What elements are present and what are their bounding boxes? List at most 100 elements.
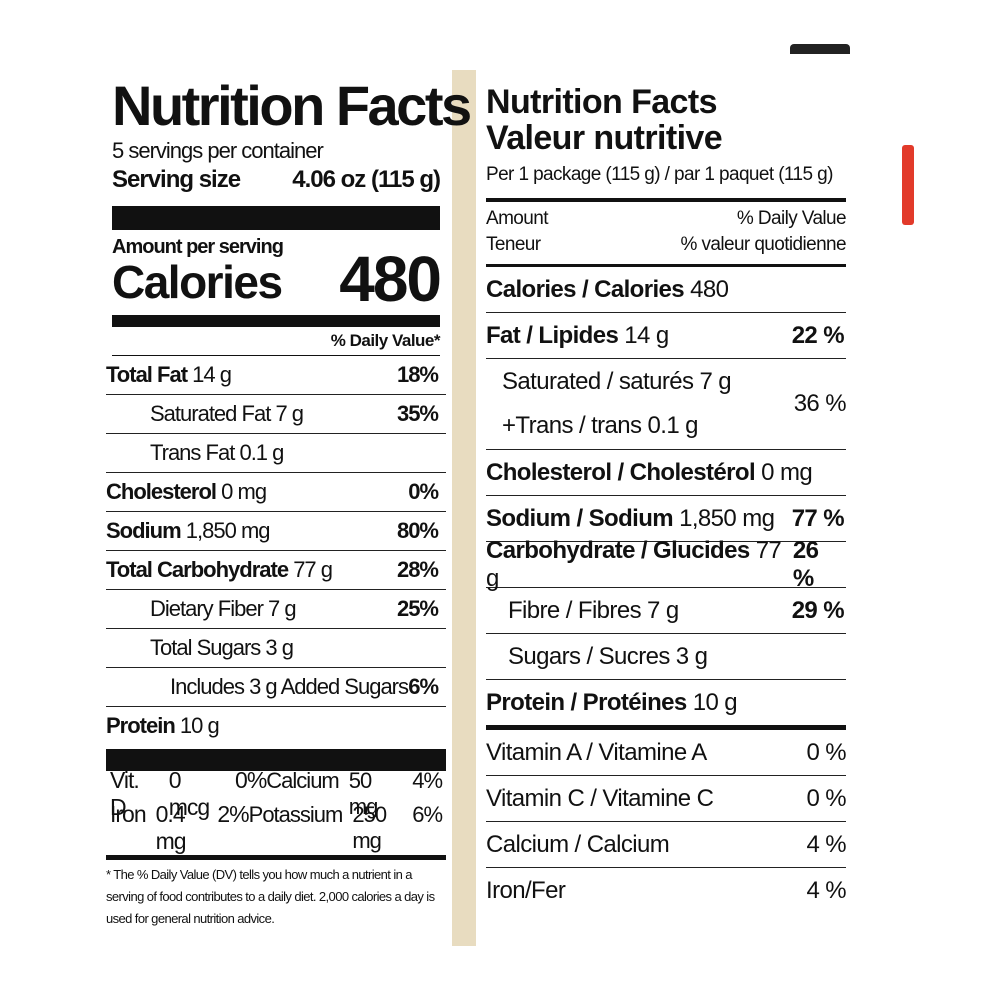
vitamin-dv: 4 % (806, 876, 846, 904)
us-vitamins-line-1: Vit. D 0 mcg 0% Calcium 50 mg 4% (110, 767, 443, 820)
ca-row-fibre: Fibre / Fibres 7 g 29 % (486, 588, 846, 634)
nutrient-amount: 7 g (275, 401, 304, 426)
ca-amount-en: Amount (486, 208, 548, 229)
vitamin-dv: 2% (217, 801, 249, 827)
ca-row-saturated-trans: Saturated / saturés 7 g +Trans / trans 0… (486, 359, 847, 450)
us-row-total-carbohydrate: Total Carbohydrate 77 g 28% (106, 551, 446, 590)
ca-sat-trans-lines: Saturated / saturés 7 g +Trans / trans 0… (502, 360, 732, 448)
vitamin-amount: 50 mg (348, 768, 379, 819)
us-vitamins: Vit. D 0 mcg 0% Calcium 50 mg 4% Iron 0.… (106, 767, 446, 854)
ca-row-protein: Protein / Protéines 10 g (486, 680, 846, 725)
vitamin-label: Calcium / Calcium (486, 830, 670, 858)
us-amount-per-serving: Amount per serving (112, 236, 284, 258)
nutrient-amount: 0 mg (221, 479, 267, 504)
ca-per-package: Per 1 package (115 g) / par 1 paquet (11… (486, 164, 833, 185)
us-row-total-sugars: Total Sugars 3 g (106, 629, 446, 668)
vitamin-dv: 4% (412, 768, 443, 793)
nutrient-name: Protein (106, 713, 176, 738)
nutrient-amount: 0 mg (761, 458, 813, 486)
nutrient-name: Calories / Calories (486, 275, 685, 303)
package-edge-red (902, 145, 914, 225)
nutrient-dv: 25% (396, 596, 439, 621)
nutrient-amount: 77 g (486, 536, 782, 592)
vitamin-label: Vitamin A / Vitamine A (486, 738, 707, 766)
us-footnote: * The % Daily Value (DV) tells you how m… (106, 867, 435, 926)
us-iron: Iron 0.4 mg 2% (110, 801, 250, 855)
vitamin-label: Vit. D (110, 767, 140, 820)
us-row-dietary-fiber: Dietary Fiber 7 g 25% (106, 590, 446, 629)
nutrient-name: Sodium (106, 518, 182, 543)
vitamin-dv: 0% (235, 767, 267, 793)
us-potassium: Potassium 250 mg 6% (249, 802, 443, 854)
package-seam (452, 70, 476, 946)
us-footnote-divider (106, 855, 446, 860)
nutrient-dv: 28% (396, 557, 439, 582)
ca-amount-header: Amount Teneur % Daily Value % valeur quo… (486, 206, 847, 258)
us-calcium: Calcium 50 mg 4% (266, 768, 443, 820)
ca-row-fat: Fat / Lipides 14 g 22 % (486, 313, 846, 359)
us-dv-header: % Daily Value* (112, 331, 441, 356)
ca-dv-fr: % valeur quotidienne (680, 234, 847, 255)
ca-row-calcium: Calcium / Calcium 4 % (486, 822, 847, 868)
us-calories-label: Calories (112, 256, 283, 308)
vitamin-dv: 4 % (806, 830, 846, 858)
us-thick-divider (112, 206, 440, 230)
us-row-sodium: Sodium 1,850 mg 80% (106, 512, 446, 551)
nutrient-amount: 7 g (268, 596, 297, 621)
nutrient-dv: 6% (408, 674, 439, 699)
ca-row-cholesterol: Cholesterol / Cholestérol 0 mg (486, 450, 846, 496)
nutrient-name: Total Carbohydrate (106, 557, 289, 582)
nutrient-name: Cholesterol / Cholestérol (486, 458, 756, 486)
vitamin-label: Vitamin C / Vitamine C (486, 784, 714, 812)
vitamin-dv: 0 % (806, 784, 846, 812)
ca-nutrition-label: Nutrition Facts Valeur nutritive Per 1 p… (476, 70, 858, 942)
us-servings: 5 servings per container (112, 138, 324, 163)
nutrient-name: Saturated / saturés 7 g (502, 368, 732, 395)
nutrient-amount: 77 g (293, 557, 333, 582)
us-serving-size-value: 4.06 oz (115 g) (292, 166, 441, 193)
nutrient-amount: 1,850 mg (679, 504, 775, 532)
nutrient-name: Total Sugars (150, 635, 261, 660)
nutrient-dv: 0% (408, 479, 439, 504)
ca-row-sugars: Sugars / Sucres 3 g (486, 634, 846, 680)
us-nutrition-label: Nutrition Facts 5 servings per container… (100, 70, 472, 946)
nutrient-amount: 3 g (265, 635, 294, 660)
nutrient-name: Fat / Lipides (486, 321, 619, 349)
nutrient-amount: 480 (690, 275, 729, 303)
nutrient-amount: 14 g (624, 321, 669, 349)
vitamin-label: Iron (110, 801, 147, 827)
vitamin-amount: 250 mg (352, 802, 387, 853)
nutrient-amount: 14 g (192, 362, 232, 387)
nutrient-name: Dietary Fiber (150, 596, 264, 621)
ca-row-iron: Iron/Fer 4 % (486, 868, 847, 913)
nutrient-dv: 22 % (791, 321, 845, 349)
us-vitamins-line-2: Iron 0.4 mg 2% Potassium 250 mg 6% (110, 801, 443, 854)
vitamin-amount: 0.4 mg (155, 801, 187, 854)
nutrient-name: Protein / Protéines (486, 688, 687, 716)
nutrient-name: Total Fat (106, 362, 188, 387)
vitamin-dv: 0 % (806, 738, 846, 766)
nutrient-name: Sugars / Sucres 3 g (508, 642, 708, 670)
nutrient-name: Cholesterol (106, 479, 217, 504)
nutrient-name: Saturated Fat (150, 401, 271, 426)
nutrient-amount: 3 g (249, 674, 278, 699)
ca-row-sodium: Sodium / Sodium 1,850 mg 77 % (486, 496, 846, 542)
nutrient-name: Sodium / Sodium (486, 504, 674, 532)
nutrient-dv: 36 % (793, 390, 847, 417)
nutrient-dv: 35% (396, 401, 439, 426)
us-vitd: Vit. D 0 mcg 0% (110, 767, 267, 821)
vitamin-amount: 0 mcg (168, 767, 210, 820)
ca-row-calories: Calories / Calories 480 (486, 267, 846, 313)
ca-amount-fr: Teneur (486, 234, 541, 255)
package-edge-dark (790, 44, 850, 54)
ca-row-carbohydrate: Carbohydrate / Glucides 77 g 26 % (486, 537, 846, 592)
nutrient-dv: 18% (396, 362, 439, 387)
ca-title-fr: Valeur nutritive (486, 119, 723, 157)
nutrient-name: Carbohydrate / Glucides (486, 536, 750, 564)
ca-row-vitamin-a: Vitamin A / Vitamine A 0 % (486, 730, 847, 776)
us-serving-size-row: Serving size 4.06 oz (115 g) (112, 166, 441, 194)
us-calories-value: 480 (339, 243, 442, 315)
vitamin-label: Calcium (266, 768, 339, 793)
ca-dv-labels: % Daily Value % valeur quotidienne (680, 206, 847, 258)
us-medium-divider (112, 315, 440, 327)
